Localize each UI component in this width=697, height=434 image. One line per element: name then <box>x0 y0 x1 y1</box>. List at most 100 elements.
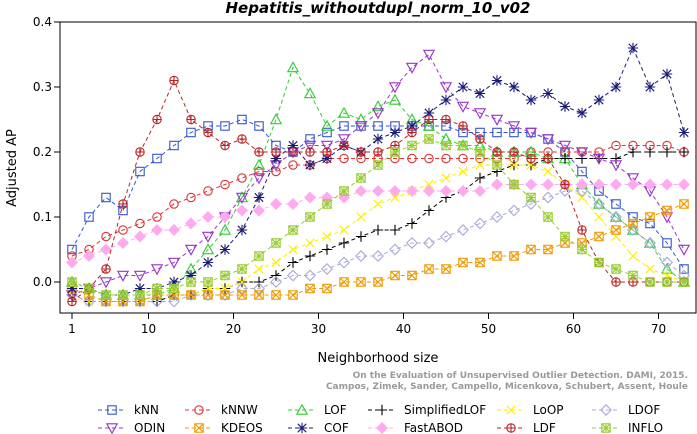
series-line <box>72 46 685 296</box>
data-point <box>526 244 536 255</box>
data-point <box>407 127 417 138</box>
data-point <box>406 237 418 249</box>
data-point <box>288 290 298 300</box>
data-point <box>473 108 487 120</box>
data-point <box>167 257 181 269</box>
data-point <box>592 197 606 209</box>
series-line <box>71 145 685 257</box>
data-point <box>526 192 536 203</box>
x-tick-label: 20 <box>226 322 241 336</box>
data-point <box>305 238 315 248</box>
data-point <box>100 295 112 308</box>
series-ldof <box>66 185 690 308</box>
data-point <box>560 179 570 190</box>
data-point <box>492 160 502 170</box>
data-point <box>678 146 690 158</box>
data-point <box>253 276 265 288</box>
series-line <box>71 190 685 302</box>
data-point <box>405 62 419 74</box>
data-point <box>186 290 196 300</box>
data-point <box>577 225 587 235</box>
data-point <box>645 264 655 274</box>
data-point <box>66 283 78 294</box>
data-point <box>133 270 147 282</box>
data-point <box>105 423 119 434</box>
data-point <box>560 231 570 242</box>
legend-item: kNN <box>98 403 159 417</box>
data-point <box>644 81 656 93</box>
data-point <box>491 178 503 191</box>
data-point <box>662 205 672 216</box>
legend: kNN kNNW LOF SimplifiedLOF LoOP LDOF ODIN KDEOS… <box>98 403 663 434</box>
legend-label: kNN <box>134 403 159 417</box>
data-point <box>407 270 417 281</box>
data-point <box>422 49 436 61</box>
data-point <box>627 146 639 158</box>
data-point <box>424 114 434 125</box>
data-point <box>643 236 657 248</box>
data-point <box>100 243 112 256</box>
data-point <box>508 81 520 93</box>
series-fastabod <box>66 178 690 269</box>
data-point <box>440 185 452 197</box>
data-point <box>492 147 502 157</box>
data-point <box>371 108 385 120</box>
data-point <box>203 290 213 300</box>
data-point <box>456 101 470 113</box>
data-point <box>186 127 196 138</box>
data-point <box>237 114 247 125</box>
data-point <box>372 133 384 145</box>
data-point <box>288 225 298 235</box>
data-point <box>543 153 553 164</box>
data-point <box>388 82 402 94</box>
data-point <box>661 68 673 80</box>
legend-item: SimplifiedLOF <box>368 403 486 417</box>
data-point <box>135 147 145 157</box>
data-point <box>526 153 536 164</box>
data-point <box>305 212 315 222</box>
y-tick-label: 0.4 <box>33 15 52 29</box>
data-point <box>355 185 367 197</box>
data-point <box>254 264 264 274</box>
data-point <box>194 405 204 415</box>
data-point <box>609 210 623 222</box>
data-point <box>220 140 230 151</box>
data-point <box>492 127 502 138</box>
data-point <box>371 100 385 112</box>
data-point <box>491 211 503 223</box>
legend-item: LDOF <box>592 403 660 417</box>
data-point <box>339 140 349 151</box>
data-point <box>202 257 214 268</box>
data-point <box>218 223 232 235</box>
data-point <box>150 264 164 276</box>
data-point <box>134 295 146 308</box>
legend-label: KDEOS <box>221 421 263 434</box>
data-point <box>424 179 434 190</box>
data-point <box>356 212 366 222</box>
data-point <box>254 121 264 131</box>
legend-item: LOF <box>288 403 347 417</box>
data-point <box>559 185 571 197</box>
data-point <box>645 277 655 287</box>
data-point <box>389 127 401 138</box>
data-point <box>339 153 349 164</box>
data-point <box>201 231 215 243</box>
data-point <box>116 270 130 282</box>
data-point <box>134 230 146 243</box>
data-point <box>288 160 298 170</box>
data-point <box>152 283 162 294</box>
data-point <box>475 257 485 268</box>
data-point <box>254 290 264 300</box>
legend-label: kNNW <box>221 403 258 417</box>
data-point <box>117 237 129 249</box>
data-point <box>271 238 281 248</box>
data-point <box>373 277 383 287</box>
data-point <box>593 94 605 106</box>
data-point <box>107 405 117 415</box>
data-point <box>117 295 129 308</box>
data-point <box>220 179 230 190</box>
data-point <box>611 277 621 287</box>
data-point <box>287 269 299 282</box>
data-point <box>594 257 604 268</box>
data-point <box>220 121 230 131</box>
